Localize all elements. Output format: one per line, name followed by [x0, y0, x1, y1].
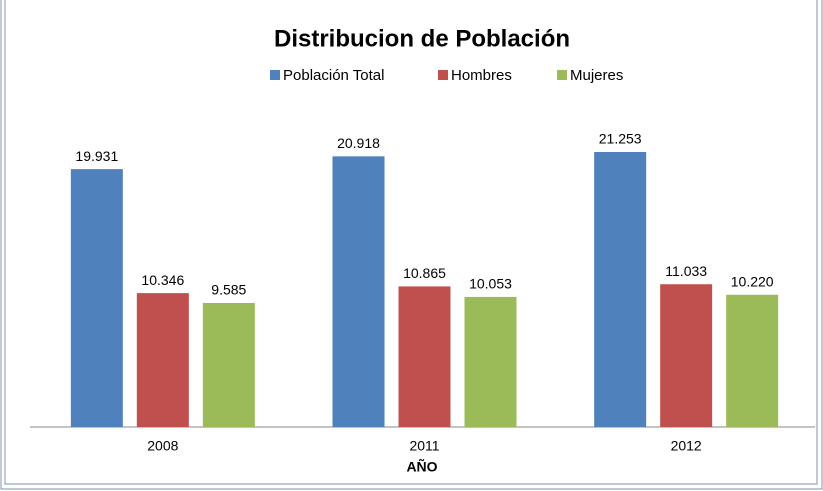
frame-inner	[4, 0, 818, 485]
x-tick-label: 2012	[671, 438, 702, 454]
legend-label: Población Total	[283, 67, 384, 84]
x-tick-label: 2011	[409, 438, 439, 454]
data-label: 21.253	[599, 131, 642, 147]
bar	[594, 152, 647, 427]
data-label: 9.585	[211, 282, 246, 298]
data-label: 19.931	[75, 148, 118, 164]
bar	[202, 302, 255, 427]
legend-swatch	[438, 70, 448, 80]
bar	[660, 284, 713, 427]
data-label: 10.220	[731, 273, 774, 289]
legend-swatch	[557, 70, 567, 80]
legend-swatch	[270, 70, 280, 80]
bar	[398, 286, 451, 427]
legend-label: Hombres	[451, 67, 512, 84]
data-label: 10.865	[403, 265, 446, 281]
data-label: 20.918	[337, 135, 380, 151]
bar	[726, 294, 779, 427]
bar	[136, 293, 189, 427]
legend-label: Mujeres	[570, 67, 623, 84]
data-label: 11.033	[665, 263, 707, 279]
bar	[70, 169, 123, 427]
x-axis-label: AÑO	[406, 458, 437, 475]
data-label: 10.346	[141, 272, 184, 288]
x-tick-label: 2008	[147, 438, 178, 454]
bar	[332, 156, 385, 427]
bar	[464, 296, 517, 427]
chart-title: Distribucion de Población	[274, 25, 570, 52]
data-label: 10.053	[469, 276, 512, 292]
